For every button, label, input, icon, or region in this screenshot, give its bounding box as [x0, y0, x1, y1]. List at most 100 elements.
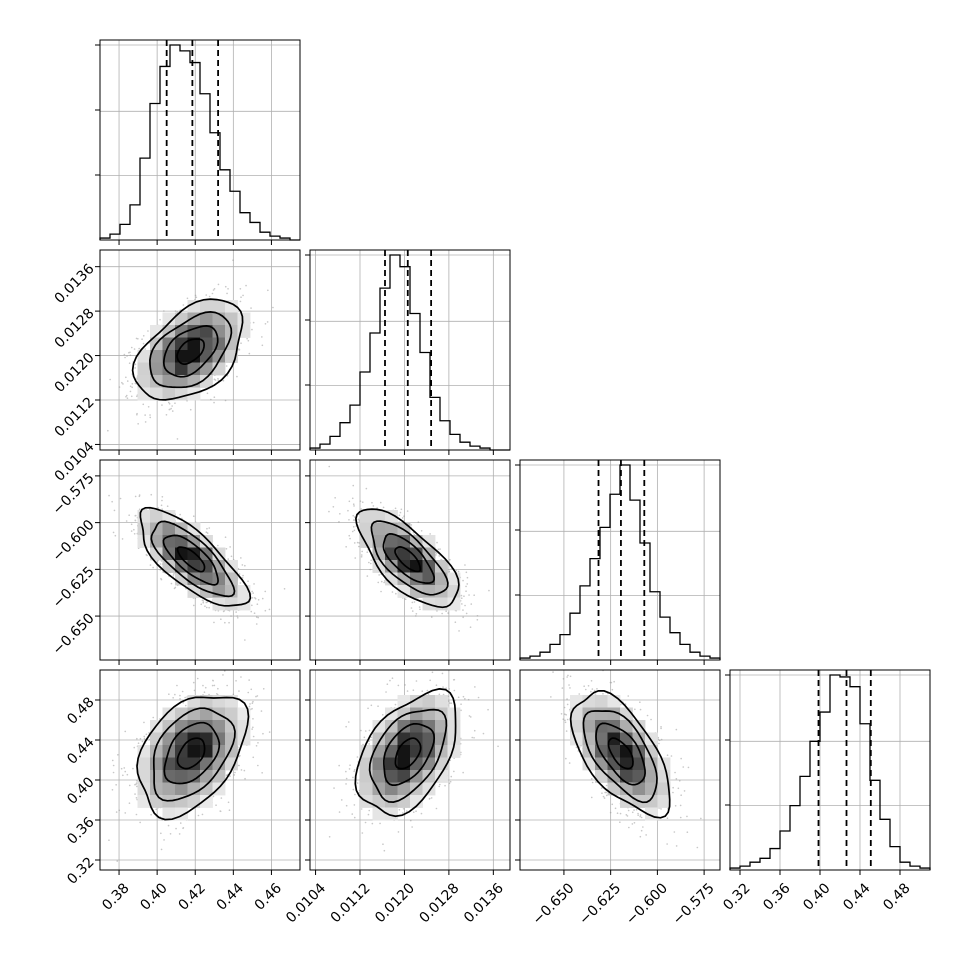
density-cell	[372, 757, 386, 771]
axes-frame	[99, 39, 301, 241]
density-cell	[187, 362, 201, 376]
x-tick-label: 0.44	[840, 880, 873, 913]
contour-line	[383, 722, 436, 786]
density-cell	[435, 560, 448, 573]
density-cell	[595, 707, 608, 721]
contour-line	[368, 708, 448, 803]
y-tick-label: 0.40	[64, 774, 97, 807]
density-cell	[435, 572, 448, 586]
scatter-panel-2	[305, 459, 511, 665]
density-cell	[175, 782, 188, 796]
density-cell	[372, 510, 386, 523]
density-cell	[397, 535, 411, 548]
hist-panel-3	[725, 669, 931, 875]
axes-frame	[99, 249, 301, 451]
density-cell	[200, 375, 213, 388]
axes-frame	[519, 669, 721, 871]
x-tick-label: −0.625	[576, 880, 624, 928]
density-cell	[620, 745, 633, 758]
density-cell	[137, 387, 151, 401]
density-cell	[372, 522, 386, 536]
axes-frame	[99, 459, 301, 661]
density-cell	[200, 707, 213, 721]
x-tick-label: 0.36	[760, 880, 793, 913]
y-tick-label: 0.36	[64, 814, 97, 847]
x-tick-label: 0.40	[800, 880, 833, 913]
density-cell	[150, 510, 163, 523]
density-cell	[150, 732, 163, 746]
x-tick-label: 0.32	[720, 880, 753, 913]
density-cell	[447, 720, 461, 733]
density-cell	[435, 770, 448, 783]
density-cell	[175, 375, 188, 388]
density-cell	[150, 362, 163, 376]
density-cell	[175, 362, 188, 376]
contour-line	[382, 533, 435, 584]
density-cell	[360, 510, 373, 523]
density-cell	[137, 350, 151, 363]
contour-line	[162, 534, 219, 586]
contour-line	[595, 722, 646, 786]
contour-line	[394, 737, 422, 770]
density-cell	[162, 522, 176, 536]
density-cell	[582, 720, 596, 733]
density-cell	[175, 795, 188, 808]
density-cell	[162, 560, 176, 573]
y-tick-label: 0.44	[64, 734, 97, 767]
density-cell	[410, 695, 423, 708]
density-cell	[645, 745, 658, 758]
density-cell	[410, 795, 423, 808]
density-cell	[225, 312, 238, 326]
density-cell	[385, 535, 398, 548]
y-tick-label: −0.650	[50, 610, 98, 658]
density-cell	[150, 782, 163, 796]
density-cell	[200, 350, 213, 363]
axes-frame	[99, 669, 301, 871]
panel-content	[100, 250, 300, 450]
contour-line	[149, 311, 233, 389]
scatter-panel-4	[305, 669, 511, 875]
hist-panel-0	[95, 39, 301, 245]
density-cell	[435, 720, 448, 733]
density-cell	[385, 732, 398, 746]
density-cell	[162, 375, 176, 388]
density-cell	[372, 720, 386, 733]
x-tick-label: 0.48	[880, 880, 913, 913]
density-cell	[162, 707, 176, 721]
density-cell	[200, 782, 213, 796]
contour-line	[150, 520, 236, 598]
density-cell	[212, 337, 226, 351]
x-tick-label: 0.0120	[372, 880, 418, 926]
density-cell	[410, 757, 423, 771]
y-tick-label: 0.48	[64, 694, 97, 727]
density-cell	[397, 770, 411, 783]
density-cell	[212, 782, 226, 796]
x-tick-label: −0.650	[530, 880, 578, 928]
x-tick-label: 0.0104	[283, 880, 329, 926]
density-cell	[237, 312, 251, 326]
density-cell	[570, 695, 583, 708]
density-cell	[187, 300, 201, 313]
density-cell	[212, 572, 226, 586]
density-cell	[410, 745, 423, 758]
density-cell	[645, 795, 658, 808]
histogram-steps	[519, 464, 721, 660]
contour-line	[370, 520, 449, 596]
density-cell	[447, 597, 461, 611]
contour-line	[607, 737, 634, 770]
contour-line	[139, 506, 252, 607]
density-cell	[372, 807, 386, 821]
contour-line	[131, 298, 244, 401]
contour-line	[355, 508, 460, 609]
density-cell	[137, 757, 151, 771]
x-tick-label: 0.44	[214, 880, 247, 913]
density-cell	[187, 745, 201, 758]
density-cell	[360, 745, 373, 758]
x-tick-label: 0.0136	[461, 880, 507, 926]
density-cell	[200, 312, 213, 326]
density-cell	[385, 745, 398, 758]
panel-content	[310, 460, 510, 660]
axes-frame	[309, 249, 511, 451]
y-tick-label: 0.32	[64, 854, 97, 887]
x-tick-label: 0.42	[175, 880, 208, 913]
